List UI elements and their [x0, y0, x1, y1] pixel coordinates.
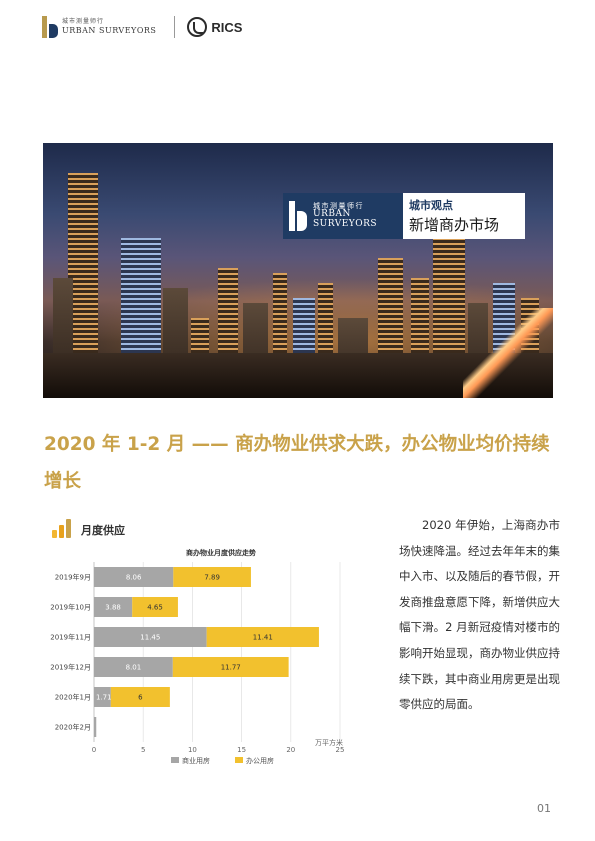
- logo-divider: [174, 16, 176, 38]
- x-axis-unit: 万平方米: [315, 738, 343, 747]
- bar-commercial: [94, 597, 133, 617]
- rics-logo-icon: [187, 17, 208, 37]
- x-tick-label: 15: [237, 746, 246, 754]
- legend-label: 办公用房: [246, 756, 274, 765]
- category-label: 2019年11月: [50, 633, 91, 642]
- badge-subtitle: 新增商办市场: [409, 216, 500, 234]
- badge-logo: 城市测量师行 URBAN SURVEYORS: [283, 193, 403, 239]
- data-label: 4.65: [147, 604, 163, 612]
- data-label: 11.41: [253, 634, 273, 642]
- bar-commercial: [94, 657, 173, 677]
- bar-office: [173, 567, 251, 587]
- header-logos: 城市测量师行 URBAN SURVEYORS RICS: [42, 14, 242, 40]
- data-label: 11.77: [221, 664, 241, 672]
- bar-office: [132, 597, 178, 617]
- bar-office: [110, 687, 170, 707]
- rics-wordmark: RICS: [211, 19, 243, 35]
- data-label: 8.06: [126, 574, 142, 582]
- urban-surveyors-wordmark: 城市测量师行 URBAN SURVEYORS: [62, 19, 156, 35]
- badge-title-box: 城市观点 新增商办市场: [403, 193, 525, 239]
- bar-commercial: [94, 687, 111, 707]
- badge-logo-icon: [289, 201, 307, 231]
- category-label: 2020年1月: [55, 693, 91, 702]
- bar-office: [206, 627, 319, 647]
- hero-cityscape-image: 城市测量师行 URBAN SURVEYORS 城市观点 新增商办市场: [43, 143, 553, 398]
- data-label: 8.01: [126, 664, 142, 672]
- legend-label: 商业用房: [182, 756, 210, 765]
- x-tick-label: 20: [286, 746, 295, 754]
- brand-cn: 城市测量师行: [62, 18, 105, 25]
- section-monthly-supply: 月度供应: [52, 518, 125, 538]
- hero-badge: 城市测量师行 URBAN SURVEYORS 城市观点 新增商办市场: [283, 193, 525, 239]
- badge-brand-en-2: SURVEYORS: [313, 218, 378, 229]
- bar-chart-icon: [52, 518, 73, 538]
- category-label: 2019年12月: [50, 663, 91, 672]
- x-tick-label: 0: [92, 746, 96, 754]
- x-tick-label: 25: [336, 746, 345, 754]
- data-label: 7.89: [204, 574, 220, 582]
- chart-title: 商办物业月度供应走势: [186, 548, 256, 557]
- bar-commercial: [94, 717, 97, 737]
- legend-swatch-office: [235, 757, 243, 763]
- category-label: 2019年9月: [55, 573, 91, 582]
- section-label: 月度供应: [81, 524, 125, 537]
- badge-brand-cn: 城市测量师行: [313, 201, 364, 210]
- badge-title: 城市观点: [409, 199, 453, 212]
- bar-commercial: [94, 627, 207, 647]
- brand-en: URBAN SURVEYORS: [62, 26, 157, 35]
- page-number: 01: [537, 802, 551, 815]
- page-heading: 2020 年 1-2 月 —— 商办物业供求大跌，办公物业均价持续增长: [44, 434, 550, 492]
- urban-surveyors-logo-icon: [42, 16, 58, 38]
- category-label: 2019年10月: [50, 603, 91, 612]
- x-tick-label: 5: [141, 746, 145, 754]
- data-label: 0.23: [96, 724, 112, 732]
- bar-office: [172, 657, 289, 677]
- x-tick-label: 10: [188, 746, 197, 754]
- supply-chart: 商办物业月度供应走势 0 5 10 15 20 25 万平方米 2019年9月 8.06 7.89 2…: [43, 542, 373, 772]
- category-label: 2020年2月: [55, 723, 91, 732]
- bar-commercial: [94, 567, 174, 587]
- data-label: 6: [138, 694, 143, 702]
- body-paragraph: 2020 年伊始，上海商办市场快速降温。经过去年年末的集中入市、以及随后的春节假…: [399, 518, 560, 712]
- legend-swatch-commercial: [171, 757, 179, 763]
- data-label: 3.88: [105, 604, 121, 612]
- data-label: 1.71: [96, 694, 112, 702]
- badge-brand-en-1: URBAN: [313, 209, 351, 220]
- data-label: 11.45: [140, 634, 160, 642]
